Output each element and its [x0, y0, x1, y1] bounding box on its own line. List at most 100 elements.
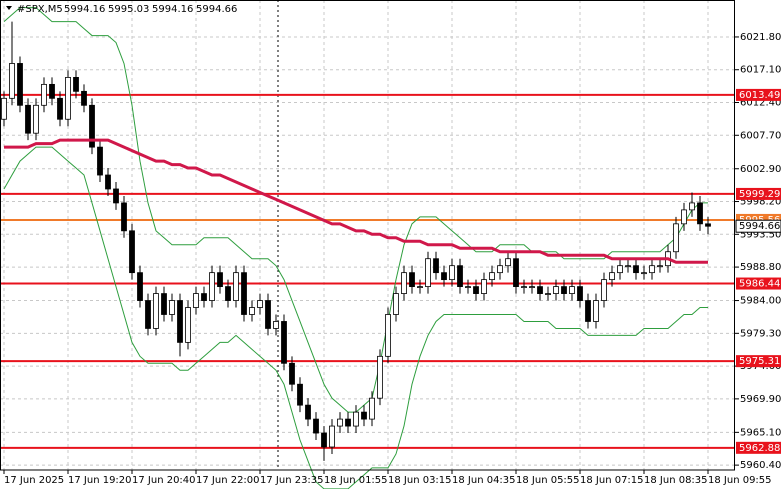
x-tick-label: 18 Jun 04:35: [452, 475, 516, 486]
candle-body: [497, 265, 503, 274]
candle-body: [673, 223, 679, 253]
level-label: 5975.31: [739, 356, 780, 367]
candle-body: [705, 223, 711, 227]
candle-body: [433, 258, 439, 274]
candle-body: [113, 188, 119, 204]
candle-body: [273, 321, 279, 329]
candle-body: [401, 272, 407, 294]
band-lower: [3, 146, 708, 489]
last-price-tag: [735, 219, 781, 233]
y-tick-label: 5988.80: [740, 262, 781, 273]
x-tick-label: 17 Jun 19:20: [68, 475, 132, 486]
candle-body: [177, 300, 183, 343]
y-tick-label: 5969.90: [740, 394, 781, 405]
moving-average: [4, 138, 708, 264]
x-tick-label: 18 Jun 03:15: [388, 475, 452, 486]
candle-body: [25, 104, 31, 134]
candle-body: [225, 286, 231, 301]
chart-title: #SPX,M5: [17, 4, 63, 15]
candle-body: [625, 265, 631, 268]
candle-body: [537, 286, 543, 294]
candle-body: [97, 146, 103, 176]
candle-body: [697, 202, 703, 225]
header-value: 5994.66: [196, 4, 237, 15]
candle-body: [361, 411, 367, 420]
candle-body: [521, 286, 527, 289]
candle-body: [289, 362, 295, 385]
candle-body: [689, 202, 695, 211]
candle-body: [161, 293, 167, 315]
candle-body: [33, 104, 39, 134]
candle-body: [593, 300, 599, 322]
candle-body: [585, 300, 591, 322]
x-tick-label: 17 Jun 23:35: [260, 475, 324, 486]
candle-body: [73, 77, 79, 92]
x-tick-label: 18 Jun 08:35: [644, 475, 708, 486]
candle-body: [217, 272, 223, 288]
candle-body: [353, 411, 359, 427]
candle-body: [545, 293, 551, 295]
plot: [1, 7, 711, 489]
level-label: 5986.44: [739, 279, 780, 290]
candle-body: [105, 174, 111, 190]
x-tick-label: 17 Jun 22:00: [196, 475, 260, 486]
candle-body: [65, 77, 71, 120]
y-tick-label: 5993.50: [740, 229, 781, 240]
candle-body: [513, 258, 519, 288]
candle-body: [473, 286, 479, 294]
candle-body: [185, 307, 191, 343]
y-tick-label: 5984.00: [740, 296, 781, 307]
candle-body: [49, 83, 55, 99]
candle-body: [249, 307, 255, 315]
plot-frame: [0, 0, 735, 471]
candle-body: [145, 300, 151, 329]
x-tick-label: 18 Jun 05:55: [516, 475, 580, 486]
candle-body: [321, 432, 327, 448]
candle-body: [553, 286, 559, 294]
candle-body: [577, 286, 583, 301]
header-values: 5994.16 5995.03 5994.16 5994.66: [64, 4, 237, 15]
y-tick-label: 5960.40: [740, 460, 781, 471]
level-tag: [736, 277, 781, 290]
candle-body: [441, 272, 447, 281]
axes: 6021.80 6017.10 6012.40 6007.70 6002.90 5998.…: [3, 32, 781, 486]
candle-body: [17, 63, 23, 106]
level-tag: [736, 88, 781, 101]
candle-body: [649, 265, 655, 274]
candle-body: [369, 397, 375, 420]
x-tick-label: 18 Jun 07:15: [580, 475, 644, 486]
candle-body: [465, 286, 471, 289]
x-tick-label: 17 Jun 20:40: [132, 475, 196, 486]
candle-body: [137, 272, 143, 301]
y-tick-label: 5998.20: [740, 197, 781, 208]
candle-body: [81, 90, 87, 106]
x-tick-label: 18 Jun 01:55: [324, 475, 388, 486]
candle-body: [297, 383, 303, 406]
x-tick-label: 18 Jun 09:55: [708, 475, 772, 486]
y-tick-label: 6007.70: [740, 130, 781, 141]
candle-body: [529, 286, 535, 289]
candle-body: [601, 279, 607, 301]
candle-body: [169, 300, 175, 315]
y-tick-label: 6021.80: [740, 32, 781, 43]
level-label: 6013.49: [739, 90, 780, 101]
candle-body: [393, 293, 399, 315]
header-value: 5995.03: [108, 4, 149, 15]
candle-body: [481, 279, 487, 294]
candle-body: [569, 286, 575, 294]
candle-body: [377, 355, 383, 399]
candle-body: [657, 265, 663, 268]
candle-body: [561, 286, 567, 294]
x-tick-label: 17 Jun 2025: [4, 475, 64, 486]
candle-body: [129, 230, 135, 274]
y-tick-label: 6017.10: [740, 65, 781, 76]
menu-arrow[interactable]: [6, 6, 12, 10]
level-label: 5962.88: [739, 443, 780, 454]
candle-body: [1, 97, 7, 120]
candle-body: [681, 209, 687, 225]
candle-body: [241, 272, 247, 315]
candle-body: [193, 293, 199, 308]
candle-body: [609, 272, 615, 281]
